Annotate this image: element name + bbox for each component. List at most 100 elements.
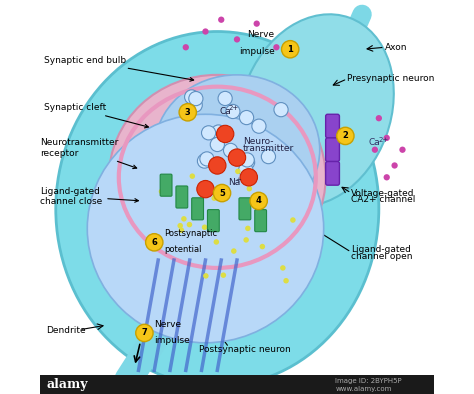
FancyBboxPatch shape — [255, 210, 266, 232]
Circle shape — [235, 169, 241, 174]
Text: 5: 5 — [219, 189, 225, 197]
FancyBboxPatch shape — [326, 162, 339, 185]
Circle shape — [201, 182, 206, 188]
Circle shape — [399, 147, 406, 153]
Circle shape — [254, 20, 260, 27]
Text: 4: 4 — [256, 197, 262, 205]
Circle shape — [220, 272, 226, 278]
Text: alamy: alamy — [47, 378, 88, 391]
Text: transmitter: transmitter — [243, 145, 294, 153]
Circle shape — [210, 138, 224, 152]
Circle shape — [202, 225, 207, 230]
FancyBboxPatch shape — [160, 174, 172, 196]
FancyBboxPatch shape — [208, 210, 219, 232]
Text: Nerve: Nerve — [247, 30, 274, 39]
Circle shape — [213, 184, 231, 202]
Text: CA2+ channel: CA2+ channel — [351, 195, 416, 204]
Circle shape — [246, 186, 252, 191]
Text: 7: 7 — [142, 329, 147, 337]
Circle shape — [177, 223, 183, 229]
Text: Neurotransmitter
receptor: Neurotransmitter receptor — [40, 138, 137, 169]
Circle shape — [383, 174, 390, 180]
Text: Synaptic cleft: Synaptic cleft — [44, 103, 148, 128]
Circle shape — [214, 239, 219, 245]
Text: 2: 2 — [342, 132, 348, 140]
FancyArrowPatch shape — [128, 286, 188, 380]
Text: impulse: impulse — [154, 336, 190, 345]
Text: www.alamy.com: www.alamy.com — [336, 386, 392, 392]
Circle shape — [159, 189, 164, 194]
Text: Ligand-gated
channel close: Ligand-gated channel close — [40, 187, 138, 206]
Text: Ca: Ca — [219, 107, 231, 115]
Circle shape — [197, 154, 211, 168]
Circle shape — [182, 44, 189, 50]
Circle shape — [234, 36, 240, 43]
Circle shape — [187, 222, 192, 227]
Circle shape — [228, 149, 246, 166]
Ellipse shape — [56, 32, 379, 386]
Text: 2+: 2+ — [228, 105, 238, 112]
Ellipse shape — [109, 75, 326, 280]
Circle shape — [238, 163, 253, 177]
Circle shape — [136, 324, 153, 342]
Circle shape — [337, 127, 354, 145]
Circle shape — [223, 143, 237, 158]
Circle shape — [209, 157, 226, 174]
Circle shape — [240, 153, 254, 167]
FancyBboxPatch shape — [239, 198, 251, 220]
Text: Voltage-gated: Voltage-gated — [351, 189, 415, 197]
Circle shape — [260, 244, 265, 249]
Text: 3: 3 — [185, 108, 191, 117]
Text: potential: potential — [164, 245, 201, 254]
Circle shape — [392, 162, 398, 169]
Circle shape — [181, 216, 187, 221]
Text: 2+: 2+ — [378, 137, 388, 143]
Circle shape — [188, 98, 202, 112]
Text: Postsynaptic: Postsynaptic — [164, 229, 217, 238]
Text: 6: 6 — [151, 238, 157, 247]
Circle shape — [231, 248, 237, 254]
FancyBboxPatch shape — [326, 138, 339, 162]
Circle shape — [211, 125, 226, 139]
Text: Image ID: 2BYPH5P: Image ID: 2BYPH5P — [336, 378, 402, 385]
Circle shape — [224, 192, 229, 198]
Circle shape — [273, 44, 280, 50]
Text: impulse: impulse — [239, 47, 274, 56]
Circle shape — [202, 28, 209, 35]
Circle shape — [203, 273, 209, 279]
Text: Nerve: Nerve — [154, 320, 182, 329]
Circle shape — [280, 265, 286, 271]
Circle shape — [201, 126, 216, 140]
Circle shape — [239, 110, 254, 125]
Text: Presynaptic neuron: Presynaptic neuron — [347, 74, 435, 83]
Circle shape — [218, 17, 224, 23]
Circle shape — [217, 125, 234, 143]
Text: Postsynaptic neuron: Postsynaptic neuron — [199, 346, 291, 354]
Ellipse shape — [238, 14, 394, 206]
Ellipse shape — [154, 75, 320, 225]
Bar — [40, 375, 434, 394]
Circle shape — [376, 115, 382, 121]
Circle shape — [245, 226, 251, 231]
Text: channel open: channel open — [351, 252, 413, 260]
FancyBboxPatch shape — [176, 186, 188, 208]
Text: 1: 1 — [287, 45, 293, 54]
Circle shape — [189, 91, 203, 106]
Circle shape — [226, 104, 240, 119]
Text: Ca: Ca — [369, 138, 381, 147]
Circle shape — [190, 173, 195, 179]
Circle shape — [211, 195, 217, 201]
Circle shape — [240, 155, 255, 169]
Text: Neuro-: Neuro- — [243, 138, 273, 146]
Text: Ligand-gated: Ligand-gated — [351, 245, 411, 253]
FancyBboxPatch shape — [191, 198, 203, 220]
Circle shape — [250, 192, 267, 210]
Text: Na: Na — [228, 178, 241, 186]
Circle shape — [252, 119, 266, 133]
Text: +: + — [235, 177, 241, 183]
Circle shape — [146, 234, 163, 251]
Text: Synaptic end bulb: Synaptic end bulb — [44, 56, 194, 81]
Circle shape — [372, 147, 378, 153]
Circle shape — [197, 180, 214, 198]
Text: Axon: Axon — [385, 43, 407, 52]
